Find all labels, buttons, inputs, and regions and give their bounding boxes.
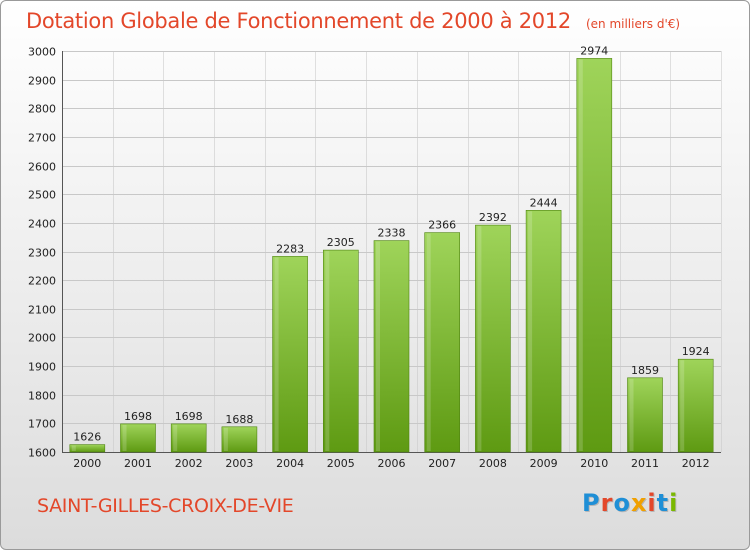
y-tick-label-2800: 2800 [28, 103, 56, 116]
bar-highlight-2003 [223, 427, 228, 451]
bar-highlight-2001 [122, 424, 127, 451]
y-tick-label-1700: 1700 [28, 418, 56, 431]
bar-highlight-2005 [325, 251, 330, 451]
x-tick-label-2009: 2009 [530, 457, 558, 470]
bar-2008 [475, 224, 511, 453]
logo-letter: r [600, 489, 614, 517]
bar-value-label-2008: 2392 [479, 211, 507, 224]
y-tick-label-2900: 2900 [28, 75, 56, 88]
x-tick-label-2000: 2000 [73, 457, 101, 470]
chart-unit: (en milliers d'€) [585, 17, 681, 31]
bar-2009 [525, 210, 562, 453]
bar-value-label-2010: 2974 [580, 44, 608, 57]
bar-2011 [627, 377, 663, 453]
bar-2001 [120, 423, 156, 453]
chart-title: Dotation Globale de Fonctionnement de 20… [26, 9, 571, 33]
bar-2012 [677, 358, 714, 453]
bar-highlight-2000 [71, 445, 76, 451]
bar-highlight-2006 [376, 241, 380, 451]
bar-value-label-2003: 1688 [225, 413, 253, 426]
bar-2003 [221, 426, 258, 453]
bar-2007 [424, 232, 461, 453]
bar-value-label-2000: 1626 [73, 431, 101, 444]
bar-2010 [576, 58, 613, 453]
x-tick-label-2007: 2007 [428, 457, 456, 470]
y-tick-label-2300: 2300 [28, 247, 56, 260]
x-tick-label-2006: 2006 [378, 457, 406, 470]
y-tick-label-2500: 2500 [28, 189, 56, 202]
x-tick-label-2001: 2001 [124, 457, 152, 470]
bar-2006 [373, 240, 410, 453]
bars [69, 58, 714, 453]
x-tick-label-2005: 2005 [327, 457, 355, 470]
logo-letter: P [582, 489, 601, 517]
y-tick-label-2200: 2200 [28, 275, 56, 288]
y-tick-label-1600: 1600 [28, 447, 56, 460]
y-tick-label-1900: 1900 [28, 361, 56, 374]
y-tick-label-3000: 3000 [28, 46, 56, 59]
bar-highlight-2011 [629, 378, 634, 451]
x-tick-label-2003: 2003 [225, 457, 253, 470]
logo-letter: t [656, 489, 670, 517]
x-tick-label-2012: 2012 [682, 457, 710, 470]
bar-value-label-2006: 2338 [378, 227, 406, 240]
y-tick-label-2000: 2000 [28, 332, 56, 345]
bar-2005 [322, 249, 359, 453]
y-tick-label-2700: 2700 [28, 132, 56, 145]
bar-value-label-2011: 1859 [631, 364, 659, 377]
bar-highlight-2008 [477, 226, 482, 451]
x-tick-label-2008: 2008 [479, 457, 507, 470]
bar-2002 [170, 423, 207, 453]
axes: 1600 1700 1800 1900 2000 2100 2200 2300 2400 2500… [28, 46, 721, 470]
logo-letter: x [630, 489, 648, 517]
bar-highlight-2010 [578, 59, 583, 452]
bar-value-label-2009: 2444 [530, 196, 558, 209]
logo-letter: i [647, 489, 657, 517]
x-tick-label-2002: 2002 [175, 457, 203, 470]
proxiti-logo: Proxiti [582, 489, 678, 517]
bar-value-labels: 1626 1698 1698 1688 2283 2305 2338 2366 2392 2444… [73, 44, 709, 443]
commune-name: SAINT-GILLES-CROIX-DE-VIE [37, 495, 294, 517]
bar-value-label-2004: 2283 [276, 242, 304, 255]
x-tick-label-2010: 2010 [580, 457, 608, 470]
bar-value-label-2002: 1698 [175, 410, 203, 423]
bar-highlight-2007 [426, 233, 431, 451]
title-row: Dotation Globale de Fonctionnement de 20… [26, 9, 680, 33]
bar-highlight-2012 [680, 360, 685, 451]
bar-highlight-2004 [274, 257, 279, 451]
bar-2000 [69, 444, 106, 453]
bar-highlight-2002 [173, 424, 178, 451]
y-tick-label-2100: 2100 [28, 304, 56, 317]
bar-value-label-2012: 1924 [682, 345, 710, 358]
bar-value-label-2005: 2305 [327, 236, 355, 249]
logo-letter: o [613, 489, 631, 517]
y-tick-label-2400: 2400 [28, 218, 56, 231]
bar-highlight-2009 [528, 211, 533, 451]
y-tick-label-1800: 1800 [28, 390, 56, 403]
logo-letter: i [669, 489, 679, 517]
bar-2004 [272, 256, 308, 453]
y-tick-label-2600: 2600 [28, 161, 56, 174]
x-tick-label-2004: 2004 [276, 457, 304, 470]
bar-value-label-2001: 1698 [124, 410, 152, 423]
x-tick-label-2011: 2011 [631, 457, 659, 470]
bar-value-label-2007: 2366 [428, 219, 456, 232]
